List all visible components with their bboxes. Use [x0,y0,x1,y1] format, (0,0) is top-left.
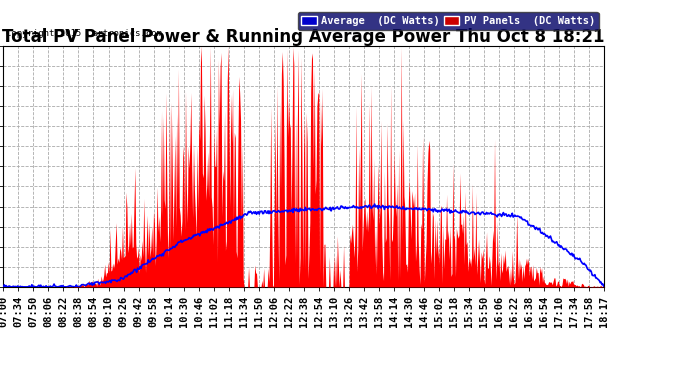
Legend: Average  (DC Watts), PV Panels  (DC Watts): Average (DC Watts), PV Panels (DC Watts) [297,12,598,30]
Title: Total PV Panel Power & Running Average Power Thu Oct 8 18:21: Total PV Panel Power & Running Average P… [2,28,605,46]
Text: Copyright 2015 Cartronics.com: Copyright 2015 Cartronics.com [6,28,161,38]
